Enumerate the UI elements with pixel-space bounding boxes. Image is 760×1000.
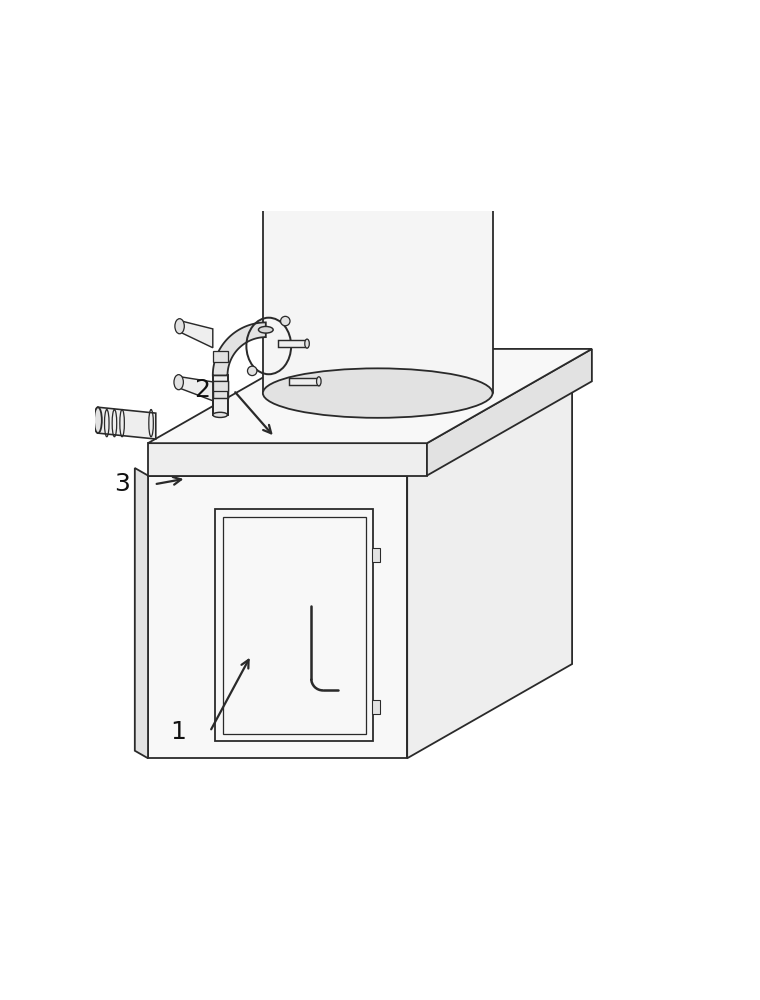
Polygon shape bbox=[148, 476, 407, 758]
Bar bbox=[372, 548, 380, 562]
Polygon shape bbox=[290, 378, 318, 385]
Ellipse shape bbox=[258, 326, 273, 333]
Polygon shape bbox=[277, 340, 307, 347]
Ellipse shape bbox=[94, 407, 102, 433]
Ellipse shape bbox=[174, 375, 183, 390]
Polygon shape bbox=[148, 349, 592, 443]
Circle shape bbox=[248, 366, 257, 376]
Polygon shape bbox=[148, 381, 572, 476]
Polygon shape bbox=[407, 381, 572, 758]
Polygon shape bbox=[148, 443, 427, 476]
Polygon shape bbox=[213, 322, 266, 375]
Polygon shape bbox=[223, 517, 366, 734]
Text: 1: 1 bbox=[170, 720, 186, 744]
Polygon shape bbox=[213, 375, 227, 415]
Ellipse shape bbox=[175, 319, 185, 334]
Polygon shape bbox=[215, 509, 373, 741]
Ellipse shape bbox=[213, 412, 227, 417]
Ellipse shape bbox=[317, 377, 321, 386]
Polygon shape bbox=[179, 321, 213, 348]
Circle shape bbox=[280, 316, 290, 326]
Polygon shape bbox=[213, 381, 227, 391]
Polygon shape bbox=[213, 381, 227, 398]
Text: 3: 3 bbox=[115, 472, 131, 496]
Bar bbox=[372, 700, 380, 714]
Polygon shape bbox=[213, 351, 227, 362]
Polygon shape bbox=[179, 377, 213, 401]
Ellipse shape bbox=[305, 339, 309, 348]
Polygon shape bbox=[98, 407, 156, 439]
Polygon shape bbox=[427, 349, 592, 476]
Ellipse shape bbox=[263, 368, 492, 418]
Polygon shape bbox=[135, 468, 148, 758]
Text: 2: 2 bbox=[194, 378, 210, 402]
Polygon shape bbox=[263, 160, 492, 393]
Ellipse shape bbox=[263, 136, 492, 185]
